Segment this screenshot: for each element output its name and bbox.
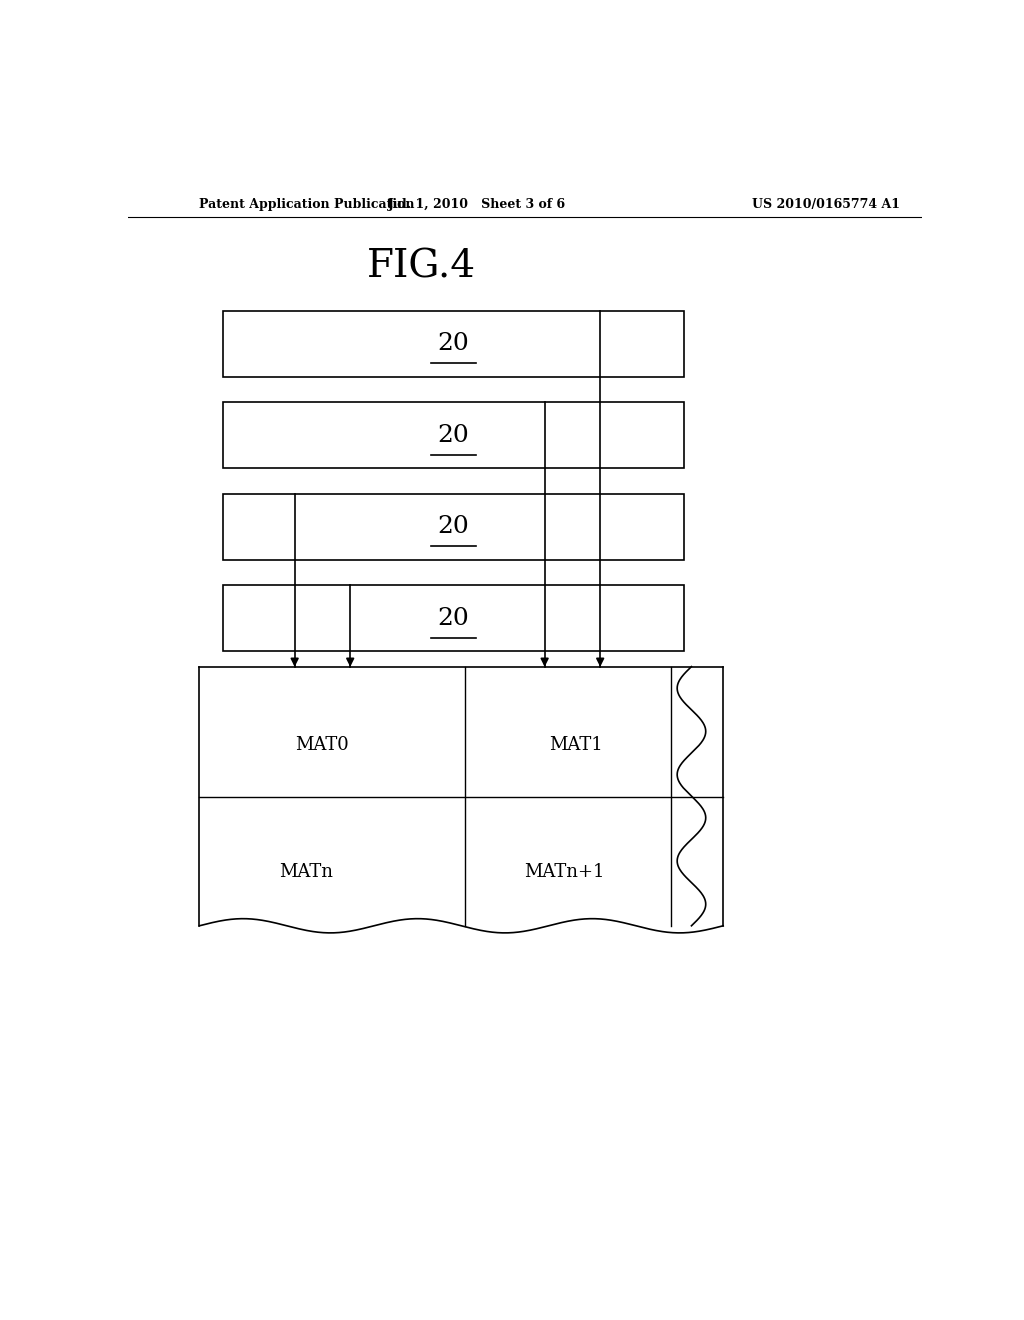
Bar <box>223 494 684 560</box>
Bar <box>223 312 684 378</box>
Text: 20: 20 <box>437 607 469 630</box>
Text: MATn: MATn <box>280 863 334 880</box>
Text: MAT0: MAT0 <box>296 735 349 754</box>
Text: 20: 20 <box>437 424 469 447</box>
Text: 20: 20 <box>437 515 469 539</box>
Text: MATn+1: MATn+1 <box>524 863 605 880</box>
Text: MAT1: MAT1 <box>550 735 603 754</box>
Text: Jul. 1, 2010   Sheet 3 of 6: Jul. 1, 2010 Sheet 3 of 6 <box>388 198 566 211</box>
Bar <box>223 585 684 651</box>
Text: 20: 20 <box>437 333 469 355</box>
Text: FIG.4: FIG.4 <box>367 248 476 285</box>
Text: Patent Application Publication: Patent Application Publication <box>200 198 415 211</box>
Text: US 2010/0165774 A1: US 2010/0165774 A1 <box>753 198 900 211</box>
Bar <box>223 403 684 469</box>
